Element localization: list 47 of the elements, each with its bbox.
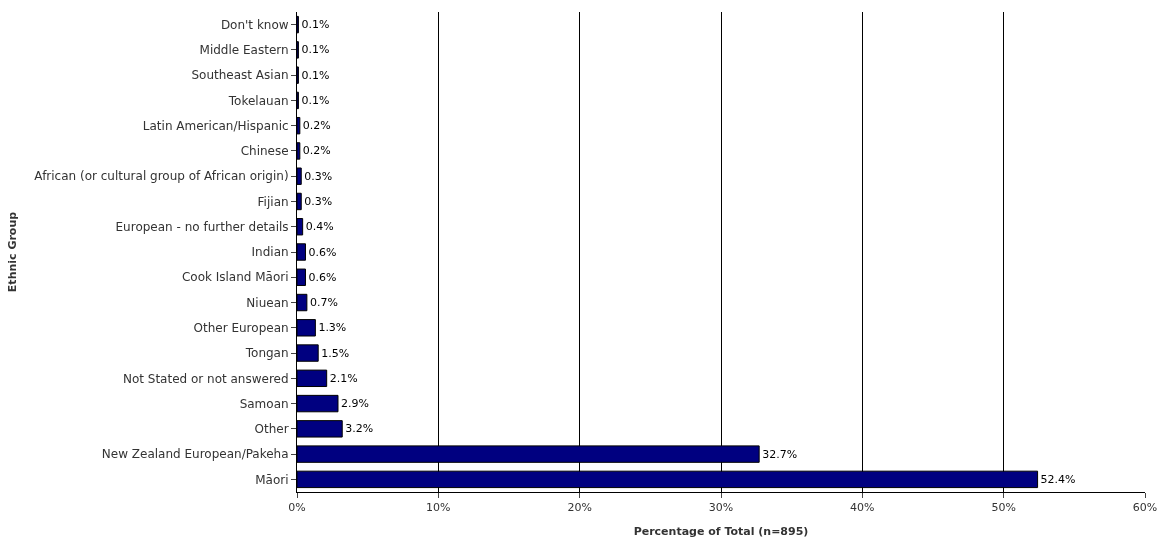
data-label: 0.3% <box>304 194 333 208</box>
y-tick-label: African (or cultural group of African origin) <box>34 169 289 184</box>
data-label: 0.2% <box>302 119 331 133</box>
y-tick-label: Southeast Asian <box>191 68 289 83</box>
y-tick-label: Māori <box>255 472 289 487</box>
y-tick-label: Middle Eastern <box>199 43 289 58</box>
data-label: 32.7% <box>762 447 798 461</box>
data-label: 0.1% <box>301 93 330 107</box>
data-label: 0.6% <box>308 270 337 284</box>
y-tick-label: Cook Island Māori <box>181 270 289 285</box>
y-tick-label: Don't know <box>220 17 289 32</box>
y-tick-label: Latin American/Hispanic <box>142 118 289 133</box>
data-label: 0.6% <box>308 245 337 259</box>
y-tick-label: New Zealand European/Pakeha <box>101 447 289 462</box>
x-tick-label: 0% <box>288 501 306 515</box>
data-label: 52.4% <box>1040 472 1076 486</box>
y-tick-label: Chinese <box>240 144 289 159</box>
x-axis-title: Percentage of Total (n=895) <box>633 525 809 538</box>
y-tick-label: Samoan <box>239 396 289 411</box>
x-tick-label: 60% <box>1132 501 1158 515</box>
x-tick-label: 20% <box>567 501 592 515</box>
y-tick-label: Tokelauan <box>227 93 289 108</box>
data-label: 1.5% <box>321 346 350 360</box>
y-tick-label: Tongan <box>244 346 289 361</box>
data-label: 0.1% <box>301 68 330 82</box>
data-label: 2.1% <box>329 371 358 385</box>
x-tick-label: 10% <box>426 501 451 515</box>
data-label: 3.2% <box>345 422 374 436</box>
data-label: 1.3% <box>318 321 347 335</box>
data-label: 2.9% <box>340 397 369 411</box>
x-tick-label: 40% <box>850 501 875 515</box>
data-label: 0.3% <box>304 169 333 183</box>
y-tick-label: Niuean <box>246 295 289 310</box>
y-tick-label: European - no further details <box>115 219 289 234</box>
x-tick-label: 30% <box>708 501 734 515</box>
data-label: 0.4% <box>305 220 334 234</box>
data-label: 0.2% <box>302 144 331 158</box>
y-tick-label: Other <box>254 422 289 437</box>
data-label: 0.1% <box>301 43 330 57</box>
data-label: 0.1% <box>301 18 330 32</box>
y-tick-label: Fijian <box>257 194 289 209</box>
x-tick-label: 50% <box>991 501 1016 515</box>
data-label: 0.7% <box>309 296 338 310</box>
y-axis-title: Ethnic Group <box>6 211 19 293</box>
y-tick-label: Indian <box>251 245 289 260</box>
y-tick-label: Not Stated or not answered <box>122 371 289 386</box>
y-tick-label: Other European <box>193 320 289 335</box>
